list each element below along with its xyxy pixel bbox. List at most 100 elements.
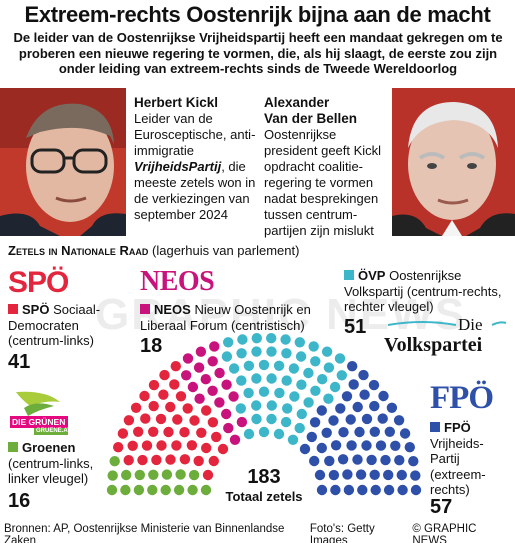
kickl-photo (0, 88, 126, 236)
seat-spo (186, 440, 198, 451)
seat-gruene (160, 484, 171, 496)
page-title: Extreem-rechts Oostenrijk bijna aan de m… (24, 2, 491, 27)
vdb-name-1: Alexander (264, 95, 330, 110)
seat-neos (221, 379, 232, 390)
total-seats-number: 183 (247, 466, 281, 488)
seat-ovp (287, 434, 299, 445)
gruene-logo-text: DIE GRÜNEN (12, 417, 66, 427)
seat-fpo (378, 390, 389, 402)
seat-spo (175, 391, 187, 402)
seat-gruene (200, 484, 212, 496)
seat-spo (165, 401, 176, 413)
seat-neos (195, 346, 207, 357)
seat-ovp (266, 413, 277, 425)
kickl-description: Leider van de Eurosceptische, anti-immig… (134, 111, 256, 223)
spo-abbr: SPÖ (22, 302, 50, 317)
seat-fpo (338, 427, 349, 438)
seat-ovp (235, 403, 246, 414)
seat-ovp (282, 403, 293, 414)
section-title-text: Zetels in Nationale Raad (8, 243, 149, 258)
seat-ovp (289, 391, 300, 402)
seat-neos (193, 362, 205, 373)
seat-gruene (148, 469, 159, 480)
seat-spo (123, 455, 134, 466)
seat-fpo (346, 440, 357, 451)
seat-fpo (314, 469, 326, 481)
fpo-logo-text: FPÖ (430, 380, 494, 416)
seat-fpo (384, 426, 395, 437)
seat-spo (208, 455, 219, 467)
section-note: (lagerhuis van parlement) (152, 243, 300, 258)
seat-fpo (355, 469, 367, 480)
seat-neos (181, 370, 192, 381)
seat-ovp (228, 363, 240, 374)
seat-neos (182, 353, 194, 364)
spo-seats: 41 (8, 351, 31, 373)
seat-ovp (308, 341, 319, 352)
seat-fpo (359, 389, 370, 400)
seat-spo (137, 454, 148, 466)
neos-desc: Nieuw Oostenrijk en Liberaal Forum (cent… (140, 302, 311, 333)
seat-spo (207, 417, 219, 428)
seat-spo (189, 415, 200, 426)
seat-ovp (266, 373, 277, 384)
seat-ovp (296, 408, 307, 420)
seat-fpo (341, 391, 353, 402)
seat-gruene (187, 484, 198, 496)
seat-ovp (281, 348, 292, 359)
seat-ovp (266, 400, 277, 411)
seat-fpo (306, 431, 317, 443)
seat-fpo (352, 454, 363, 465)
seat-ovp (310, 356, 321, 367)
seat-ovp (251, 400, 262, 411)
seat-fpo (383, 484, 395, 496)
seat-gruene (188, 469, 200, 481)
seat-ovp (236, 375, 247, 386)
seat-ovp (243, 360, 255, 371)
gruene-desc: (centrum-links, linker vleugel) (8, 455, 94, 487)
spo-label: SPÖ Sociaal-Democraten (centrum-links) (8, 302, 128, 349)
seat-neos (223, 422, 234, 434)
ovp-swatch (344, 270, 354, 280)
seat-fpo (361, 440, 372, 451)
gruene-swatch (8, 442, 18, 452)
seat-fpo (393, 415, 405, 426)
seat-fpo (352, 401, 363, 413)
seat-ovp (243, 387, 254, 399)
seat-neos (209, 341, 220, 352)
seat-gruene (121, 469, 132, 481)
seat-fpo (396, 469, 407, 481)
fpo-label: FPÖ Vrijheids-Partij (extreem-rechts) (430, 420, 510, 498)
seat-neos (228, 391, 239, 402)
seat-ovp (221, 351, 233, 362)
seat-ovp (258, 359, 270, 371)
ovp-seats: 51 (344, 316, 367, 338)
seat-ovp (273, 428, 285, 440)
seat-spo (211, 431, 222, 443)
neos-logo: NEOS (140, 266, 215, 297)
seat-spo (148, 426, 159, 437)
seat-ovp (280, 416, 292, 428)
seat-fpo (369, 400, 380, 412)
kickl-bio: Herbert Kickl Leider van de Eurosceptisc… (134, 95, 256, 223)
neos-abbr: NEOS (154, 302, 191, 317)
seat-spo (169, 379, 180, 390)
kickl-name: Herbert Kickl (134, 95, 219, 110)
seat-fpo (394, 455, 405, 466)
seat-spo (182, 403, 193, 414)
seat-ovp (295, 351, 307, 362)
seat-fpo (316, 405, 327, 416)
fpo-seats: 57 (430, 496, 453, 518)
neos-swatch (140, 304, 150, 314)
seat-ovp (243, 428, 255, 440)
seat-fpo (397, 484, 408, 496)
seat-spo (165, 454, 176, 465)
seat-spo (155, 413, 167, 425)
fpo-logo: FPÖ (430, 380, 494, 417)
seat-spo (170, 361, 181, 372)
seat-fpo (347, 361, 358, 372)
seat-spo (201, 405, 212, 416)
seat-ovp (296, 379, 307, 390)
seat-ovp (288, 363, 300, 374)
seat-fpo (330, 484, 341, 496)
